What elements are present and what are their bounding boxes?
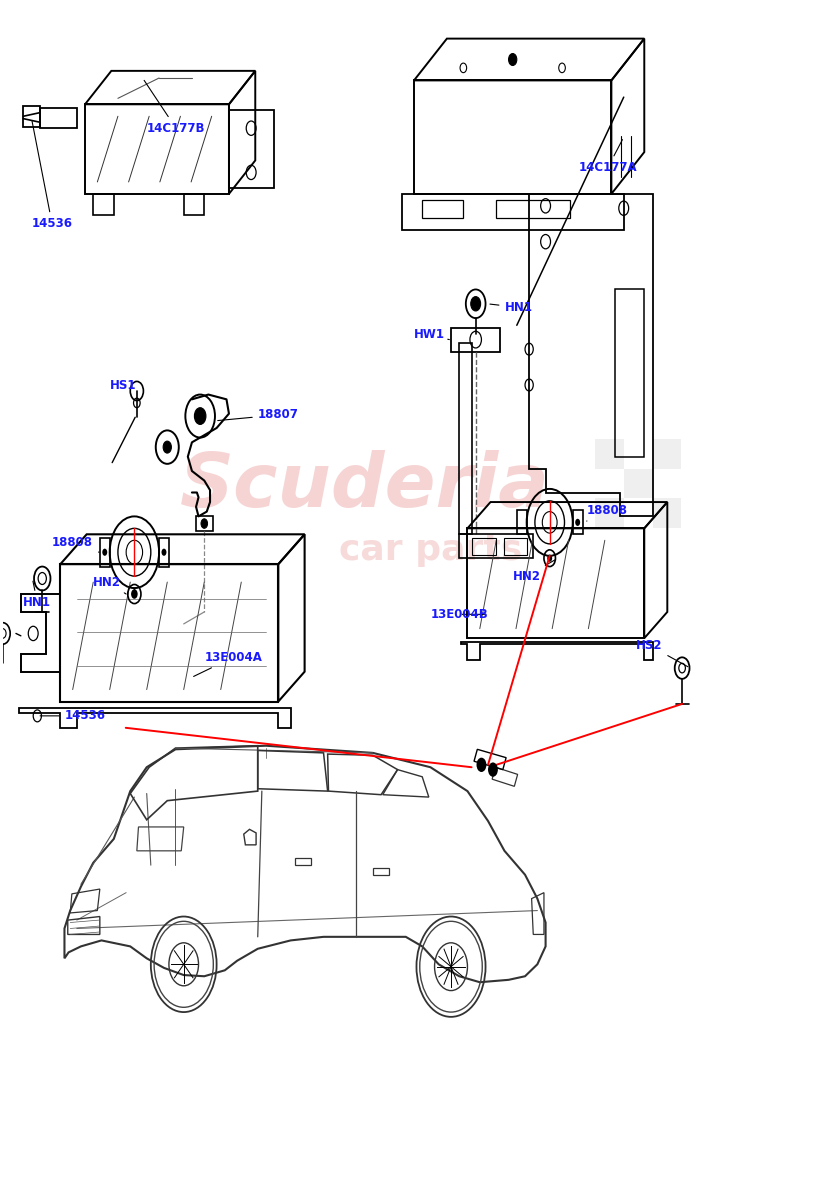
Text: HS2: HS2	[635, 638, 687, 667]
Text: Scuderia: Scuderia	[179, 450, 549, 523]
Text: HN1: HN1	[23, 581, 51, 608]
Circle shape	[161, 548, 166, 556]
Circle shape	[508, 54, 516, 66]
Polygon shape	[652, 439, 681, 469]
Text: 14C177A: 14C177A	[578, 139, 636, 174]
Text: HS1: HS1	[109, 378, 136, 391]
Text: 14536: 14536	[40, 709, 105, 722]
Polygon shape	[623, 469, 652, 498]
Text: 14C177B: 14C177B	[144, 80, 205, 134]
Text: HN1: HN1	[490, 301, 532, 314]
Polygon shape	[595, 498, 623, 528]
Polygon shape	[623, 498, 652, 528]
Circle shape	[131, 589, 137, 599]
Polygon shape	[652, 469, 681, 498]
Text: 14536: 14536	[31, 121, 73, 230]
Polygon shape	[623, 439, 652, 469]
Circle shape	[476, 757, 485, 772]
Circle shape	[103, 548, 108, 556]
Circle shape	[547, 554, 552, 562]
Circle shape	[194, 408, 206, 425]
Polygon shape	[652, 498, 681, 528]
Text: HN2: HN2	[512, 559, 555, 583]
Text: car parts: car parts	[338, 533, 522, 566]
Polygon shape	[595, 439, 623, 469]
Circle shape	[201, 518, 208, 528]
Circle shape	[163, 442, 171, 454]
Text: 18808: 18808	[586, 504, 627, 521]
Text: 18807: 18807	[218, 408, 299, 421]
Text: 18808: 18808	[52, 536, 99, 552]
Text: HN2: HN2	[93, 576, 126, 594]
Circle shape	[487, 762, 497, 776]
Circle shape	[471, 296, 480, 311]
Circle shape	[575, 518, 580, 526]
Polygon shape	[595, 469, 623, 498]
Text: 13E004B: 13E004B	[430, 608, 488, 620]
Text: 13E004A: 13E004A	[194, 650, 262, 677]
Text: HW1: HW1	[414, 329, 449, 341]
